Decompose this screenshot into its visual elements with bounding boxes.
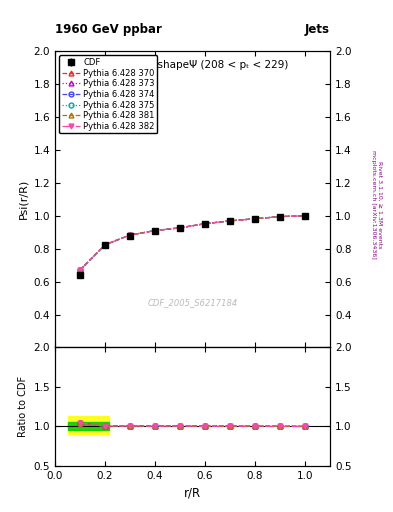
Pythia 6.428 373 <box>203 221 208 227</box>
Pythia 6.428 382 <box>228 218 232 224</box>
Bar <box>68 416 109 434</box>
Pythia 6.428 374 <box>128 232 132 238</box>
Pythia 6.428 382 <box>103 242 107 248</box>
Text: 1960 GeV ppbar: 1960 GeV ppbar <box>55 23 162 36</box>
Pythia 6.428 375 <box>228 218 232 224</box>
Text: Jets: Jets <box>305 23 330 36</box>
Pythia 6.428 381 <box>178 225 182 231</box>
Pythia 6.428 382 <box>153 227 158 233</box>
Pythia 6.428 370 <box>228 218 232 224</box>
Line: Pythia 6.428 370: Pythia 6.428 370 <box>77 214 308 272</box>
Line: Pythia 6.428 381: Pythia 6.428 381 <box>77 214 308 272</box>
Pythia 6.428 381 <box>103 242 107 248</box>
Pythia 6.428 375 <box>153 227 158 233</box>
Pythia 6.428 373 <box>278 214 283 220</box>
Pythia 6.428 373 <box>303 212 307 219</box>
X-axis label: r/R: r/R <box>184 486 201 499</box>
Text: mcplots.cern.ch [arXiv:1306.3436]: mcplots.cern.ch [arXiv:1306.3436] <box>371 151 376 259</box>
Text: Rivet 3.1.10, ≥ 1.3M events: Rivet 3.1.10, ≥ 1.3M events <box>377 161 382 248</box>
Pythia 6.428 370 <box>203 221 208 227</box>
Pythia 6.428 370 <box>303 212 307 219</box>
Pythia 6.428 382 <box>178 225 182 231</box>
Line: Pythia 6.428 382: Pythia 6.428 382 <box>77 214 308 272</box>
Pythia 6.428 374 <box>78 267 83 273</box>
Pythia 6.428 375 <box>178 225 182 231</box>
Pythia 6.428 375 <box>278 214 283 220</box>
Pythia 6.428 370 <box>153 227 158 233</box>
Line: Pythia 6.428 375: Pythia 6.428 375 <box>77 214 308 272</box>
Pythia 6.428 370 <box>103 242 107 248</box>
Pythia 6.428 381 <box>253 216 257 222</box>
Pythia 6.428 374 <box>203 221 208 227</box>
Pythia 6.428 381 <box>128 232 132 238</box>
Line: Pythia 6.428 374: Pythia 6.428 374 <box>77 214 308 272</box>
Pythia 6.428 382 <box>253 216 257 222</box>
Pythia 6.428 381 <box>303 212 307 219</box>
Pythia 6.428 374 <box>303 212 307 219</box>
Pythia 6.428 374 <box>103 242 107 248</box>
Line: Pythia 6.428 373: Pythia 6.428 373 <box>77 214 308 272</box>
Text: Integral jet shapeΨ (208 < pₜ < 229): Integral jet shapeΨ (208 < pₜ < 229) <box>97 60 288 70</box>
Pythia 6.428 373 <box>103 242 107 248</box>
Pythia 6.428 375 <box>203 221 208 227</box>
Y-axis label: Ratio to CDF: Ratio to CDF <box>18 376 28 437</box>
Pythia 6.428 374 <box>178 225 182 231</box>
Pythia 6.428 373 <box>128 232 132 238</box>
Pythia 6.428 373 <box>153 227 158 233</box>
Pythia 6.428 375 <box>103 242 107 248</box>
Pythia 6.428 381 <box>228 218 232 224</box>
Pythia 6.428 370 <box>253 216 257 222</box>
Pythia 6.428 382 <box>78 267 83 273</box>
Pythia 6.428 373 <box>78 267 83 273</box>
Pythia 6.428 370 <box>178 225 182 231</box>
Legend: CDF, Pythia 6.428 370, Pythia 6.428 373, Pythia 6.428 374, Pythia 6.428 375, Pyt: CDF, Pythia 6.428 370, Pythia 6.428 373,… <box>59 55 157 133</box>
Pythia 6.428 381 <box>203 221 208 227</box>
Pythia 6.428 381 <box>278 214 283 220</box>
Pythia 6.428 375 <box>78 267 83 273</box>
Text: CDF_2005_S6217184: CDF_2005_S6217184 <box>147 298 238 308</box>
Pythia 6.428 374 <box>253 216 257 222</box>
Pythia 6.428 381 <box>153 227 158 233</box>
Pythia 6.428 370 <box>278 214 283 220</box>
Pythia 6.428 382 <box>128 232 132 238</box>
Pythia 6.428 374 <box>228 218 232 224</box>
Pythia 6.428 374 <box>153 227 158 233</box>
Pythia 6.428 370 <box>128 232 132 238</box>
Pythia 6.428 382 <box>203 221 208 227</box>
Pythia 6.428 382 <box>303 212 307 219</box>
Pythia 6.428 373 <box>228 218 232 224</box>
Pythia 6.428 375 <box>128 232 132 238</box>
Bar <box>68 422 109 430</box>
Pythia 6.428 381 <box>78 267 83 273</box>
Pythia 6.428 375 <box>253 216 257 222</box>
Y-axis label: Psi(r/R): Psi(r/R) <box>18 179 28 220</box>
Pythia 6.428 370 <box>78 267 83 273</box>
Pythia 6.428 375 <box>303 212 307 219</box>
Pythia 6.428 374 <box>278 214 283 220</box>
Pythia 6.428 382 <box>278 214 283 220</box>
Pythia 6.428 373 <box>178 225 182 231</box>
Pythia 6.428 373 <box>253 216 257 222</box>
